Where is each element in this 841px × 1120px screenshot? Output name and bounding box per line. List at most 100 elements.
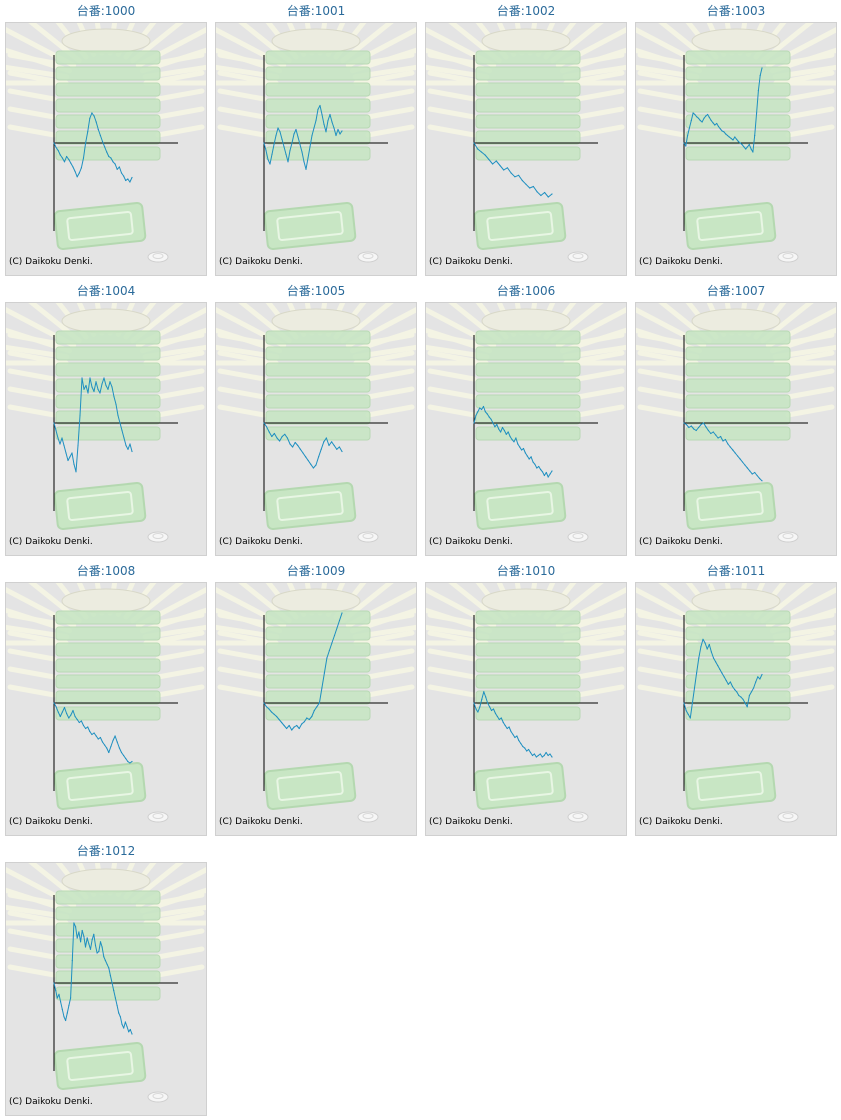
data-point bbox=[315, 464, 316, 465]
data-point bbox=[310, 464, 311, 465]
data-point bbox=[128, 1031, 129, 1032]
data-point bbox=[121, 752, 122, 753]
data-point bbox=[754, 135, 755, 136]
data-point bbox=[483, 691, 484, 692]
data-point bbox=[491, 419, 492, 420]
data-point bbox=[72, 166, 73, 167]
ray bbox=[368, 127, 412, 135]
coin-icon bbox=[148, 1092, 168, 1102]
data-point bbox=[293, 133, 294, 134]
tower-top bbox=[272, 309, 360, 333]
data-point bbox=[112, 982, 113, 983]
tower-tray bbox=[56, 939, 160, 952]
data-point bbox=[112, 740, 113, 741]
tower-tray bbox=[266, 611, 370, 624]
chart-panel: (C) Daikoku Denki. bbox=[215, 302, 417, 556]
data-point bbox=[520, 743, 521, 744]
data-point bbox=[68, 159, 69, 160]
chart-panel: (C) Daikoku Denki. bbox=[215, 22, 417, 276]
tower-top bbox=[62, 589, 150, 613]
tower-tray bbox=[686, 379, 790, 392]
data-point bbox=[309, 146, 310, 147]
data-point bbox=[321, 114, 322, 115]
ray bbox=[368, 371, 412, 379]
coin-icon bbox=[568, 252, 588, 262]
data-point bbox=[479, 407, 480, 408]
data-point bbox=[493, 708, 494, 709]
chart-svg bbox=[216, 583, 416, 835]
data-point bbox=[121, 430, 122, 431]
tower-tray bbox=[476, 99, 580, 112]
data-point bbox=[89, 377, 90, 378]
tower-tray bbox=[56, 923, 160, 936]
data-point bbox=[321, 687, 322, 688]
tray-icon bbox=[54, 1043, 145, 1090]
data-point bbox=[117, 169, 118, 170]
tower-tray bbox=[56, 907, 160, 920]
tower-tray bbox=[56, 99, 160, 112]
data-point bbox=[112, 161, 113, 162]
tower-top bbox=[482, 29, 570, 53]
ray bbox=[158, 651, 202, 659]
data-point bbox=[538, 466, 539, 467]
data-point bbox=[77, 719, 78, 720]
data-point bbox=[301, 723, 302, 724]
data-point bbox=[271, 436, 272, 437]
data-point bbox=[323, 441, 324, 442]
tower-tray bbox=[686, 131, 790, 144]
tower-tray bbox=[686, 627, 790, 640]
data-point bbox=[518, 175, 519, 176]
data-point bbox=[728, 684, 729, 685]
data-point bbox=[77, 445, 78, 446]
chart-card: 台番:1009 (C) Daikoku Denki. bbox=[214, 562, 418, 837]
data-point bbox=[730, 446, 731, 447]
tower-tray bbox=[686, 427, 790, 440]
chart-card: 台番:1001 (C) Daikoku Denki. bbox=[214, 2, 418, 277]
data-point bbox=[281, 722, 282, 723]
tray-icon bbox=[684, 763, 775, 810]
tower-tray bbox=[476, 147, 580, 160]
data-point bbox=[107, 964, 108, 965]
tray-icon bbox=[684, 203, 775, 250]
copyright-text: (C) Daikoku Denki. bbox=[429, 257, 513, 268]
data-point bbox=[110, 746, 111, 747]
data-point bbox=[314, 710, 315, 711]
data-point bbox=[324, 672, 325, 673]
data-point bbox=[287, 161, 288, 162]
ray bbox=[158, 371, 202, 379]
data-point bbox=[67, 460, 68, 461]
data-point bbox=[740, 458, 741, 459]
data-point bbox=[73, 922, 74, 923]
data-point bbox=[492, 163, 493, 164]
data-point bbox=[266, 706, 267, 707]
data-point bbox=[319, 702, 320, 703]
ray bbox=[640, 687, 684, 695]
data-point bbox=[492, 422, 493, 423]
data-point bbox=[339, 446, 340, 447]
chart-title: 台番:1009 bbox=[214, 562, 418, 580]
data-point bbox=[102, 741, 103, 742]
data-point bbox=[529, 458, 530, 459]
data-point bbox=[75, 926, 76, 927]
tower-tray bbox=[56, 131, 160, 144]
data-point bbox=[536, 756, 537, 757]
data-point bbox=[707, 648, 708, 649]
data-point bbox=[104, 146, 105, 147]
data-point bbox=[263, 422, 264, 423]
ray bbox=[220, 109, 264, 117]
coin-icon bbox=[568, 812, 588, 822]
copyright-text: (C) Daikoku Denki. bbox=[9, 537, 93, 548]
data-point bbox=[284, 725, 285, 726]
data-point bbox=[66, 156, 67, 157]
tower-tray bbox=[56, 675, 160, 688]
data-point bbox=[115, 404, 116, 405]
data-point bbox=[341, 130, 342, 131]
ray bbox=[220, 371, 264, 379]
chart-title: 台番:1001 bbox=[214, 2, 418, 20]
copyright-text: (C) Daikoku Denki. bbox=[639, 817, 723, 828]
data-point bbox=[130, 1029, 131, 1030]
copyright-text: (C) Daikoku Denki. bbox=[639, 257, 723, 268]
tower-tray bbox=[266, 707, 370, 720]
ray bbox=[640, 127, 684, 135]
data-point bbox=[119, 422, 120, 423]
